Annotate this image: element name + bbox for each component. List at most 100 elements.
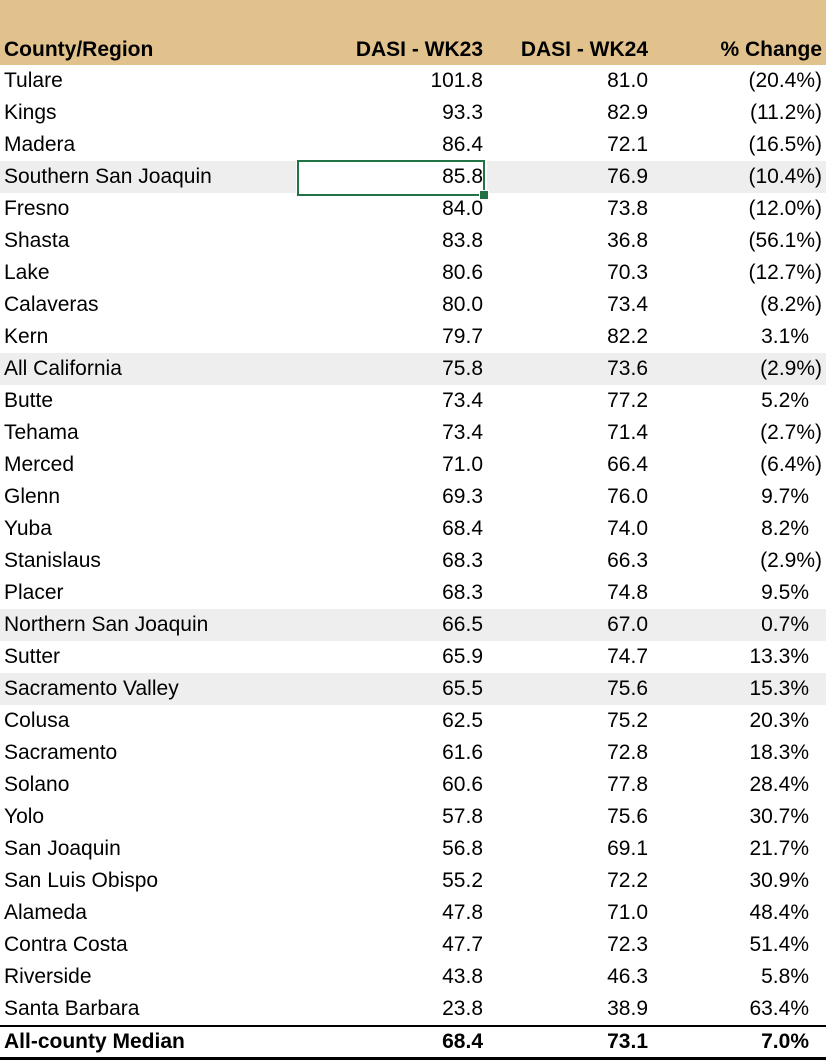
cell-median-wk24[interactable]: 73.1 — [607, 1030, 648, 1053]
cell-county-region[interactable]: Tehama — [4, 421, 79, 444]
cell-dasi-wk23[interactable]: 57.8 — [442, 805, 483, 828]
cell-pct-change[interactable]: 3.1% — [761, 325, 809, 348]
cell-county-region[interactable]: Fresno — [4, 197, 70, 220]
cell-county-region[interactable]: Butte — [4, 389, 54, 412]
cell-county-region[interactable]: Lake — [4, 261, 50, 284]
cell-county-region[interactable]: Stanislaus — [4, 549, 101, 572]
cell-dasi-wk23[interactable]: 93.3 — [442, 101, 483, 124]
cell-pct-change[interactable]: 51.4% — [749, 933, 809, 956]
cell-pct-change[interactable]: 48.4% — [749, 901, 809, 924]
cell-dasi-wk23[interactable]: 73.4 — [442, 389, 483, 412]
cell-dasi-wk24[interactable]: 75.6 — [607, 805, 648, 828]
cell-pct-change[interactable]: 30.9% — [749, 869, 809, 892]
cell-dasi-wk23[interactable]: 65.9 — [442, 645, 483, 668]
cell-dasi-wk24[interactable]: 70.3 — [607, 261, 648, 284]
cell-dasi-wk24[interactable]: 66.3 — [607, 549, 648, 572]
cell-median-change[interactable]: 7.0% — [761, 1030, 809, 1053]
cell-pct-change[interactable]: 28.4% — [749, 773, 809, 796]
cell-dasi-wk23[interactable]: 69.3 — [442, 485, 483, 508]
cell-pct-change[interactable]: (8.2%) — [760, 293, 822, 316]
cell-pct-change[interactable]: 18.3% — [749, 741, 809, 764]
cell-dasi-wk23[interactable]: 68.4 — [442, 517, 483, 540]
cell-pct-change[interactable]: 5.2% — [761, 389, 809, 412]
cell-county-region[interactable]: All California — [4, 357, 122, 380]
cell-dasi-wk24[interactable]: 74.8 — [607, 581, 648, 604]
cell-pct-change[interactable]: (6.4%) — [760, 453, 822, 476]
cell-dasi-wk23[interactable]: 75.8 — [442, 357, 483, 380]
cell-dasi-wk23[interactable]: 73.4 — [442, 421, 483, 444]
cell-county-region[interactable]: Contra Costa — [4, 933, 128, 956]
cell-dasi-wk24[interactable]: 66.4 — [607, 453, 648, 476]
cell-pct-change[interactable]: 13.3% — [749, 645, 809, 668]
cell-pct-change[interactable]: (2.7%) — [760, 421, 822, 444]
cell-county-region[interactable]: Sutter — [4, 645, 61, 668]
cell-pct-change[interactable]: 0.7% — [761, 613, 809, 636]
cell-dasi-wk24[interactable]: 77.2 — [607, 389, 648, 412]
cell-dasi-wk24[interactable]: 67.0 — [607, 613, 648, 636]
cell-pct-change[interactable]: 9.5% — [761, 581, 809, 604]
cell-median-wk23[interactable]: 68.4 — [442, 1030, 483, 1053]
cell-pct-change[interactable]: (10.4%) — [748, 165, 822, 188]
cell-pct-change[interactable]: (16.5%) — [748, 133, 822, 156]
cell-county-region[interactable]: Kings — [4, 101, 57, 124]
cell-county-region[interactable]: Glenn — [4, 485, 61, 508]
cell-dasi-wk23[interactable]: 65.5 — [442, 677, 483, 700]
column-header-dasi-wk23[interactable]: DASI - WK23 — [355, 38, 483, 61]
cell-dasi-wk24[interactable]: 38.9 — [607, 997, 648, 1020]
cell-pct-change[interactable]: 20.3% — [749, 709, 809, 732]
cell-county-region[interactable]: Alameda — [4, 901, 87, 924]
cell-county-region[interactable]: Southern San Joaquin — [4, 165, 212, 188]
cell-pct-change[interactable]: (11.2%) — [750, 101, 822, 124]
cell-dasi-wk23[interactable]: 56.8 — [442, 837, 483, 860]
cell-county-region[interactable]: San Joaquin — [4, 837, 121, 860]
cell-pct-change[interactable]: (2.9%) — [760, 549, 822, 572]
cell-pct-change[interactable]: (20.4%) — [748, 69, 822, 92]
cell-pct-change[interactable]: (12.0%) — [748, 197, 822, 220]
cell-dasi-wk24[interactable]: 72.3 — [607, 933, 648, 956]
cell-county-region[interactable]: Placer — [4, 581, 64, 604]
cell-dasi-wk24[interactable]: 73.6 — [607, 357, 648, 380]
cell-dasi-wk23[interactable]: 83.8 — [442, 229, 483, 252]
cell-dasi-wk23[interactable]: 85.8 — [296, 160, 489, 200]
cell-dasi-wk24[interactable]: 46.3 — [607, 965, 648, 988]
cell-pct-change[interactable]: 8.2% — [761, 517, 809, 540]
cell-dasi-wk23[interactable]: 62.5 — [442, 709, 483, 732]
cell-pct-change[interactable]: 21.7% — [749, 837, 809, 860]
cell-dasi-wk24[interactable]: 71.4 — [607, 421, 648, 444]
column-header-county-region[interactable]: County/Region — [4, 38, 154, 61]
cell-pct-change[interactable]: (12.7%) — [748, 261, 822, 284]
cell-county-region[interactable]: Solano — [4, 773, 70, 796]
cell-dasi-wk23[interactable]: 55.2 — [442, 869, 483, 892]
cell-county-region[interactable]: Calaveras — [4, 293, 99, 316]
cell-dasi-wk23[interactable]: 61.6 — [442, 741, 483, 764]
cell-county-region[interactable]: Riverside — [4, 965, 92, 988]
cell-county-region[interactable]: San Luis Obispo — [4, 869, 159, 892]
cell-dasi-wk24[interactable]: 77.8 — [607, 773, 648, 796]
cell-county-region[interactable]: Shasta — [4, 229, 70, 252]
cell-dasi-wk24[interactable]: 82.2 — [607, 325, 648, 348]
cell-county-region[interactable]: Tulare — [4, 69, 63, 92]
cell-dasi-wk24[interactable]: 71.0 — [607, 901, 648, 924]
cell-county-region[interactable]: Sacramento — [4, 741, 118, 764]
cell-pct-change[interactable]: 5.8% — [761, 965, 809, 988]
cell-pct-change[interactable]: 30.7% — [749, 805, 809, 828]
cell-dasi-wk23[interactable]: 86.4 — [442, 133, 483, 156]
cell-median-label[interactable]: All-county Median — [4, 1030, 185, 1053]
cell-dasi-wk23[interactable]: 23.8 — [442, 997, 483, 1020]
cell-pct-change[interactable]: 9.7% — [761, 485, 809, 508]
cell-county-region[interactable]: Northern San Joaquin — [4, 613, 209, 636]
cell-dasi-wk24[interactable]: 72.8 — [607, 741, 648, 764]
cell-dasi-wk23[interactable]: 60.6 — [442, 773, 483, 796]
cell-dasi-wk23[interactable]: 43.8 — [442, 965, 483, 988]
cell-county-region[interactable]: Santa Barbara — [4, 997, 140, 1020]
cell-dasi-wk24[interactable]: 75.2 — [607, 709, 648, 732]
cell-dasi-wk24[interactable]: 74.0 — [607, 517, 648, 540]
cell-county-region[interactable]: Merced — [4, 453, 75, 476]
cell-dasi-wk24[interactable]: 36.8 — [607, 229, 648, 252]
cell-dasi-wk24[interactable]: 74.7 — [607, 645, 648, 668]
cell-dasi-wk24[interactable]: 82.9 — [607, 101, 648, 124]
cell-dasi-wk23[interactable]: 80.0 — [442, 293, 483, 316]
cell-pct-change[interactable]: 63.4% — [749, 997, 809, 1020]
cell-dasi-wk23[interactable]: 68.3 — [442, 549, 483, 572]
cell-dasi-wk24[interactable]: 69.1 — [607, 837, 648, 860]
